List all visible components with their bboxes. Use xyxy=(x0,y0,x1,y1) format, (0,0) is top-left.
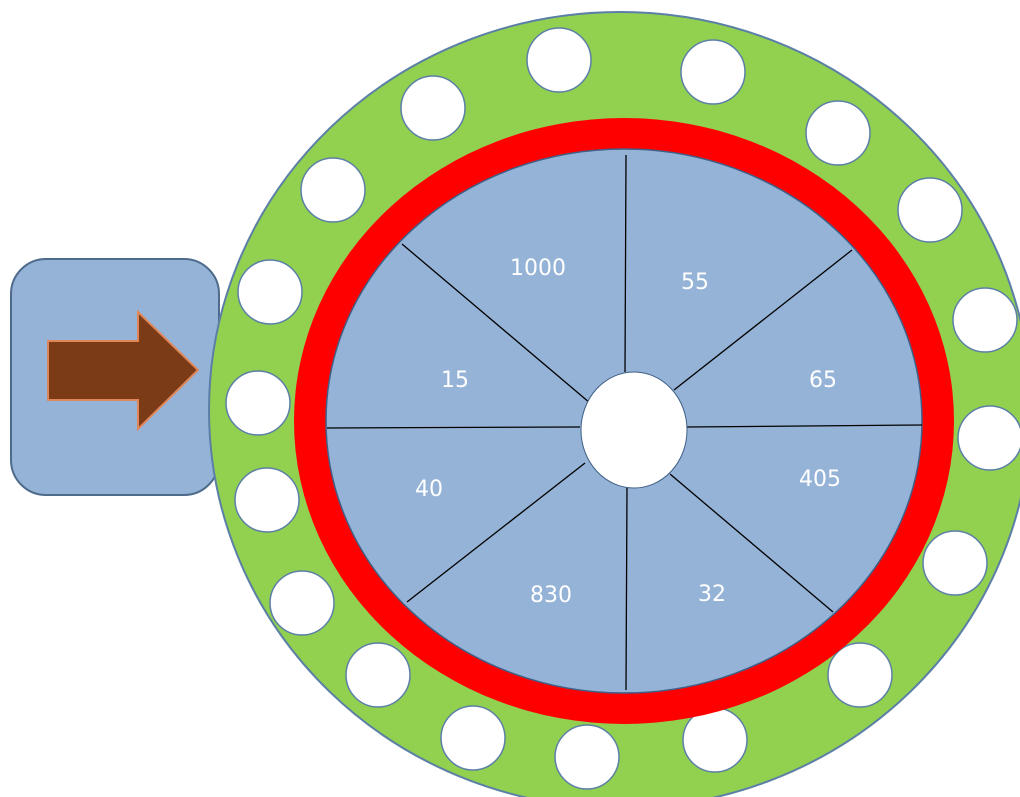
segment-divider xyxy=(686,424,923,428)
peg xyxy=(897,177,963,243)
segment-label: 32 xyxy=(698,582,726,607)
peg xyxy=(682,707,748,773)
peg xyxy=(237,259,303,325)
peg xyxy=(952,287,1018,353)
spin-button[interactable] xyxy=(10,258,220,496)
segment-label: 830 xyxy=(530,583,572,608)
segment-divider xyxy=(673,249,853,391)
wheel-hub xyxy=(580,371,688,489)
peg xyxy=(957,405,1020,471)
peg xyxy=(922,530,988,596)
peg xyxy=(300,157,366,223)
segment-divider xyxy=(625,487,628,691)
segment-divider xyxy=(624,154,627,373)
wheel-face xyxy=(325,148,923,694)
peg xyxy=(805,100,871,166)
peg xyxy=(554,724,620,790)
segment-label: 65 xyxy=(809,368,837,393)
peg xyxy=(234,467,300,533)
segment-divider xyxy=(669,473,834,613)
segment-label: 55 xyxy=(681,270,709,295)
segment-divider xyxy=(406,462,586,603)
wheel-rim xyxy=(294,118,954,724)
segment-label: 40 xyxy=(415,477,443,502)
peg xyxy=(440,705,506,771)
peg xyxy=(269,570,335,636)
outer-ring xyxy=(208,11,1020,797)
segment-dividers xyxy=(326,154,923,691)
peg-ring xyxy=(225,27,1020,790)
peg xyxy=(827,642,893,708)
peg xyxy=(526,27,592,93)
peg xyxy=(680,39,746,105)
peg xyxy=(225,370,291,436)
arrow-right-icon xyxy=(47,309,200,432)
segment-label: 405 xyxy=(799,467,841,492)
segment-divider xyxy=(326,426,581,429)
segment-labels: 1000 55 65 405 32 830 40 15 xyxy=(415,256,841,608)
peg xyxy=(400,75,466,141)
segment-divider xyxy=(401,243,591,404)
segment-label: 15 xyxy=(441,368,469,393)
peg xyxy=(345,642,411,708)
segment-label: 1000 xyxy=(510,256,566,281)
